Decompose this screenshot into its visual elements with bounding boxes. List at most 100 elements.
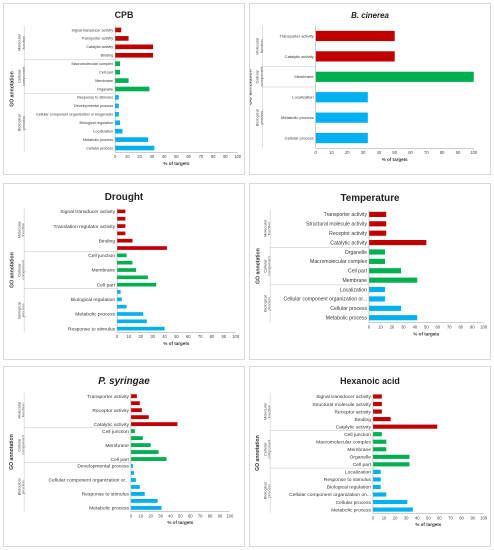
group-label-molecular-function: Molecularfunction: [16, 33, 25, 51]
tick-label-response-to-stimulus: Response to stimulus: [82, 492, 130, 498]
x-tick-label: 50: [174, 154, 179, 159]
group-label-line: Molecular: [255, 37, 260, 55]
x-tick-label: 50: [424, 324, 429, 329]
tick-label-macromolecular-complex: Macromolecular complex: [71, 62, 113, 66]
tick-label-translation-regulator-activity: Translation regulator activity: [54, 224, 116, 230]
x-tick-label: 30: [401, 324, 406, 329]
y-axis-label: GO annotation: [255, 248, 261, 284]
x-tick-label: 10: [329, 150, 334, 155]
group-label-line: function: [21, 403, 26, 417]
bar-binding: [372, 417, 391, 422]
tick-label-cell-junction: Cell junction: [88, 253, 115, 259]
bar-macromolecular-complex: [369, 258, 386, 264]
bar-response-to-stimulus: [117, 326, 165, 331]
bar-structural-molecule-activity: [369, 221, 387, 227]
x-tick-label: 80: [458, 324, 463, 329]
x-tick-label: 100: [470, 150, 478, 155]
group-label-line: Biological: [16, 478, 21, 495]
bar-membrane: [130, 443, 151, 447]
tick-label-cellular-component-organization-on: Cellular component organization on...: [289, 492, 371, 498]
y-axis-label: GO annotation: [250, 69, 253, 105]
group-label-cellular-component: Cellularcomponent: [16, 434, 25, 454]
chart-svg-b-cinerea: B. cinerea Molecularfunction Transporter a…: [250, 11, 478, 162]
tick-label-metabolic-process: Metabolic process: [331, 507, 371, 513]
tick-label-structural-molecule-activity: Structural molecule activity: [306, 222, 367, 228]
chart-svg-temperature: Temperature Molecularfunction Transporter …: [255, 193, 488, 336]
x-tick-label: 80: [440, 150, 445, 155]
chart-panel-p-syringae: P. syringae Molecularfunction Transporter …: [3, 366, 245, 547]
bar-localization: [372, 469, 381, 474]
bar-cell-part: [372, 462, 410, 467]
chart-title: Drought: [105, 192, 144, 203]
x-tick-label: 60: [408, 150, 413, 155]
group-label-line: Molecular: [262, 402, 267, 420]
bar-cellular-component-1: [117, 260, 133, 265]
bar-catalytic-activity: [315, 51, 395, 62]
x-tick-label: 30: [150, 334, 155, 339]
bar-localization: [315, 92, 368, 103]
tick-label-membrane: Membrane: [105, 443, 129, 449]
group-label-line: process: [267, 484, 272, 498]
x-tick-label: 0: [368, 324, 371, 329]
tick-label-transporter-activity: Transporter activity: [324, 212, 368, 218]
x-tick-label: 20: [345, 150, 350, 155]
group-label-line: component: [259, 66, 264, 86]
bar-organelle: [372, 454, 410, 459]
tick-label-metabolic-process: Metabolic process: [326, 316, 368, 322]
group-label-line: process: [259, 111, 264, 125]
x-tick-label: 10: [127, 334, 132, 339]
x-tick-label: 80: [208, 513, 213, 518]
bar-signal-transducer-activity: [117, 209, 126, 214]
group-label-biological-process: Biologicalprocess: [16, 302, 25, 319]
group-label-line: component: [267, 439, 272, 459]
x-tick-label: 20: [148, 513, 153, 518]
chart-title: Hexanoic acid: [340, 376, 400, 386]
tick-label-organelle: Organelle: [97, 87, 113, 91]
chart-panel-b-cinerea: B. cinerea Molecularfunction Transporter a…: [249, 3, 491, 175]
bar-receptor-activity: [130, 408, 142, 413]
x-tick-label: 20: [393, 515, 398, 520]
tick-label-cellular-component-organization-or: Cellular component organization or...: [49, 478, 129, 484]
bar-membrane: [372, 447, 387, 452]
bar-localization: [115, 128, 123, 134]
tick-label-metabolic-process: Metabolic process: [89, 506, 129, 512]
tick-label-catalytic-activity: Catalytic activity: [336, 424, 372, 430]
tick-label-cellular-process: Cellular process: [86, 146, 113, 150]
x-tick-label: 10: [125, 154, 130, 159]
bar-metabolic-process: [315, 112, 368, 123]
group-label-line: component: [21, 66, 26, 86]
bar-metabolic-process: [372, 507, 413, 512]
tick-label-binding: Binding: [99, 238, 116, 244]
tick-label-binding: Binding: [355, 417, 372, 423]
tick-label-metabolic-process: Metabolic process: [75, 312, 115, 318]
bar-cell-junction: [117, 253, 127, 258]
group-label-line: component: [21, 434, 26, 454]
x-tick-label: 50: [392, 150, 397, 155]
group-label-line: Biological: [255, 109, 260, 126]
tick-label-structural-molecule-activity: Structural molecule activity: [312, 402, 371, 408]
bar-biological-process-5: [130, 498, 158, 503]
group-label-molecular-function: Molecularfunction: [255, 37, 264, 55]
bar-cellular-component-3: [130, 450, 159, 454]
tick-label-transporter-activity: Transporter activity: [279, 33, 314, 38]
x-tick-label: 50: [174, 334, 179, 339]
x-tick-label: 70: [198, 513, 203, 518]
bar-developmental-process: [130, 464, 133, 468]
chart-panel-drought: Drought Molecularfunction Signal transduce…: [3, 183, 245, 360]
x-tick-label: 20: [137, 154, 142, 159]
x-tick-label: 0: [372, 515, 375, 520]
tick-label-macromolecular-complex: Macromolecular complex: [316, 439, 371, 445]
x-tick-label: 100: [480, 515, 488, 520]
bar-macromolecular-complex: [115, 61, 121, 67]
x-tick-label: 40: [413, 324, 418, 329]
bar-receptor-activity: [372, 409, 382, 414]
group-label-biological-process: Biologicalprocess: [16, 478, 25, 495]
bar-transporter-activity: [369, 211, 387, 217]
tick-label-response-to-stimulus: Response to stimulus: [324, 477, 372, 483]
bar-biological-regulation: [372, 484, 381, 490]
group-label-line: process: [21, 303, 26, 317]
tick-label-macromolecular-complex: Macromolecular complex: [310, 259, 367, 265]
x-tick-label: 40: [168, 513, 173, 518]
tick-label-cell-junction: Cell junction: [344, 432, 371, 438]
x-tick-label: 90: [223, 154, 228, 159]
